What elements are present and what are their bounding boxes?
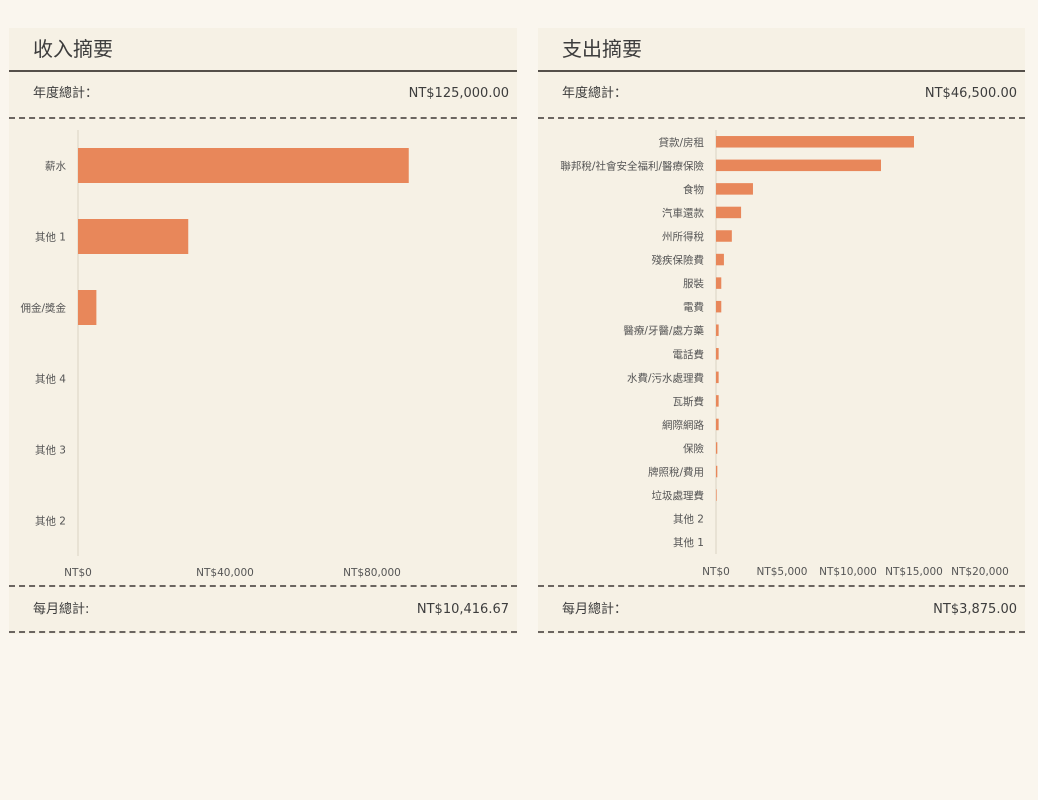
expense-bar xyxy=(716,136,914,148)
expense-category-label: 網際網路 xyxy=(662,418,704,431)
expense-monthly-row: 每月總計： NT$3,875.00 xyxy=(538,588,1025,632)
income-title: 收入摘要 xyxy=(9,28,517,72)
expense-category-label: 電費 xyxy=(683,301,704,314)
expense-bar xyxy=(716,159,881,172)
expense-bar xyxy=(716,395,719,407)
expense-bar xyxy=(716,489,717,501)
expense-category-label: 州所得稅 xyxy=(662,231,704,243)
expense-bar-chart: 貸款/房租聯邦稅/社會安全福利/醫療保險食物汽車還款州所得稅殘疾保險費服裝電費醫… xyxy=(560,130,1009,578)
expense-monthly-label: 每月總計： xyxy=(562,602,628,617)
expense-category-label: 電話費 xyxy=(673,348,705,361)
expense-title: 支出摘要 xyxy=(538,28,1025,72)
divider xyxy=(9,585,517,587)
income-bar xyxy=(78,148,409,183)
expense-annual-row: 年度總計： NT$46,500.00 xyxy=(538,72,1025,116)
income-category-label: 佣金/獎金 xyxy=(20,302,66,315)
expense-category-label: 食物 xyxy=(683,183,704,196)
income-monthly-row: 每月總計: NT$10,416.67 xyxy=(9,588,517,632)
expense-category-label: 其他 1 xyxy=(673,536,704,549)
income-category-label: 其他 3 xyxy=(35,444,66,457)
income-bar xyxy=(78,290,97,325)
expense-bar xyxy=(716,371,719,384)
expense-category-label: 汽車還款 xyxy=(662,206,704,219)
expense-tick-label: NT$10,000 xyxy=(819,566,877,578)
expense-bar xyxy=(716,277,722,289)
expense-monthly-value: NT$3,875.00 xyxy=(933,602,1017,617)
expense-bar xyxy=(716,230,732,242)
expense-bar xyxy=(716,300,722,313)
expense-category-label: 服裝 xyxy=(683,277,704,290)
expense-category-label: 水費/污水處理費 xyxy=(627,371,704,384)
expense-tick-label: NT$20,000 xyxy=(951,566,1009,578)
expense-category-label: 牌照稅/費用 xyxy=(648,466,704,479)
expense-bar xyxy=(716,418,719,431)
expense-annual-label: 年度總計： xyxy=(562,86,628,101)
income-monthly-value: NT$10,416.67 xyxy=(416,602,509,617)
divider xyxy=(9,631,517,633)
income-annual-label: 年度總計： xyxy=(33,86,99,101)
expense-tick-label: NT$5,000 xyxy=(756,566,807,578)
income-tick-label: NT$0 xyxy=(64,567,92,579)
expense-tick-label: NT$0 xyxy=(702,566,730,578)
expense-bar xyxy=(716,348,719,360)
expense-category-label: 瓦斯費 xyxy=(673,395,705,408)
divider xyxy=(9,117,517,119)
expense-category-label: 聯邦稅/社會安全福利/醫療保險 xyxy=(560,159,704,172)
divider xyxy=(538,631,1025,633)
expense-category-label: 保險 xyxy=(683,442,704,455)
expense-category-label: 醫療/牙醫/處方藥 xyxy=(623,324,704,337)
expense-summary-panel: 支出摘要 年度總計： NT$46,500.00 貸款/房租聯邦稅/社會安全福利/… xyxy=(538,28,1025,634)
income-annual-value: NT$125,000.00 xyxy=(408,86,509,101)
expense-category-label: 殘疾保險費 xyxy=(652,254,705,267)
expense-category-label: 貸款/房租 xyxy=(658,136,704,149)
income-category-label: 其他 4 xyxy=(35,373,66,386)
income-summary-panel: 收入摘要 年度總計： NT$125,000.00 薪水其他 1 佣金/獎金其他 4… xyxy=(9,28,517,634)
expense-bar xyxy=(716,253,724,266)
income-tick-label: NT$80,000 xyxy=(343,567,401,579)
expense-annual-value: NT$46,500.00 xyxy=(924,86,1017,101)
income-category-label: 其他 1 xyxy=(35,231,66,244)
expense-bar xyxy=(716,442,718,454)
divider xyxy=(538,117,1025,119)
income-category-label: 薪水 xyxy=(45,161,66,173)
income-monthly-label: 每月總計: xyxy=(33,602,90,617)
expense-tick-label: NT$15,000 xyxy=(885,566,943,578)
expense-category-label: 垃圾處理費 xyxy=(652,489,705,502)
expense-bar xyxy=(716,183,753,195)
expense-bar xyxy=(716,206,742,219)
expense-bar xyxy=(716,465,718,478)
expense-bar xyxy=(716,324,719,336)
income-tick-label: NT$40,000 xyxy=(196,567,254,579)
expense-category-label: 其他 2 xyxy=(673,513,704,526)
income-category-label: 其他 2 xyxy=(35,515,66,528)
income-bar xyxy=(78,219,189,254)
divider xyxy=(538,585,1025,587)
income-annual-row: 年度總計： NT$125,000.00 xyxy=(9,72,517,116)
